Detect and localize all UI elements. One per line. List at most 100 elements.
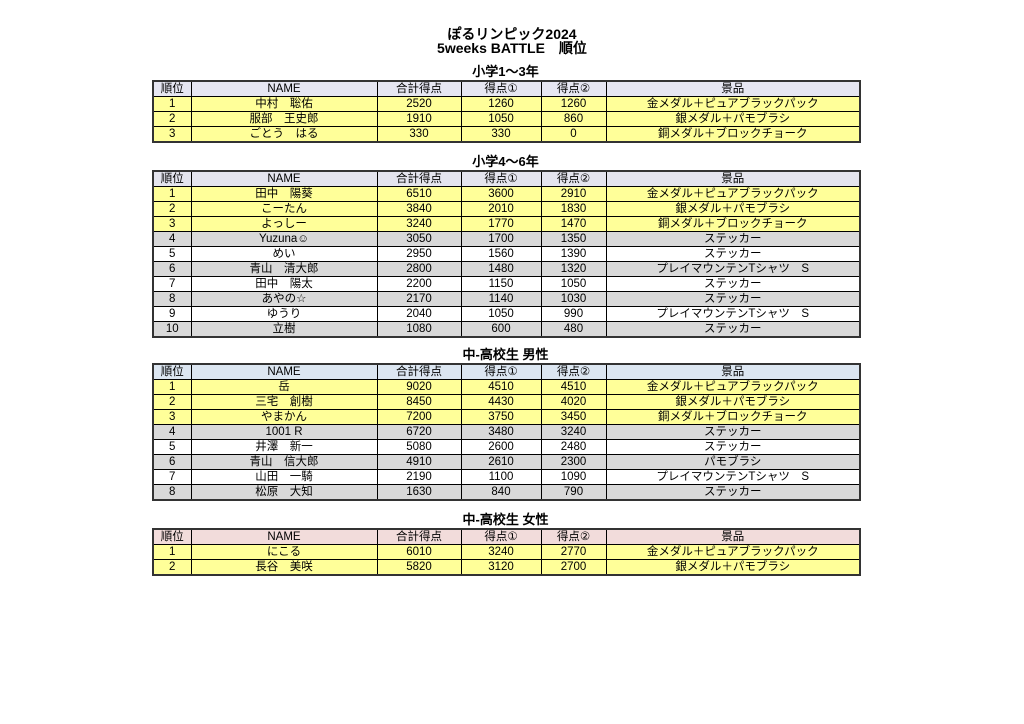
cell-score-2: 1470: [540, 216, 607, 232]
column-header-score-1: 得点①: [460, 363, 542, 380]
cell-rank: 6: [152, 261, 192, 277]
cell-prize: ステッカー: [605, 246, 861, 262]
cell-rank: 3: [152, 216, 192, 232]
cell-score-2: 2910: [540, 186, 607, 202]
column-header-rank: 順位: [152, 363, 192, 380]
cell-score-2: 860: [540, 111, 607, 127]
column-header-total-score: 合計得点: [376, 80, 462, 97]
cell-total-score: 4910: [376, 454, 462, 470]
cell-prize: ステッカー: [605, 276, 861, 292]
column-header-prize: 景品: [605, 80, 861, 97]
section-junior-high-female: 中-高校生 女性 順位 NAME 合計得点 得点① 得点② 景品 1 にこる 6010 3240 27…: [152, 512, 861, 576]
section-title: 小学1～3年: [472, 64, 539, 79]
cell-score-2: 1830: [540, 201, 607, 217]
cell-name: やまかん: [190, 409, 378, 425]
cell-total-score: 8450: [376, 394, 462, 410]
cell-score-1: 1100: [460, 469, 542, 485]
table-row: 8 あやの☆ 2170 1140 1030 ステッカー: [152, 291, 861, 307]
cell-rank: 2: [152, 201, 192, 217]
cell-score-2: 4510: [540, 379, 607, 395]
cell-score-1: 1770: [460, 216, 542, 232]
table-row: 8 松原 大知 1630 840 790 ステッカー: [152, 484, 861, 501]
table-header: 順位 NAME 合計得点 得点① 得点② 景品: [152, 170, 861, 187]
cell-rank: 2: [152, 394, 192, 410]
cell-name: 松原 大知: [190, 484, 378, 501]
cell-prize: 金メダル＋ピュアブラックパック: [605, 186, 861, 202]
cell-prize: 金メダル＋ピュアブラックパック: [605, 379, 861, 395]
cell-total-score: 6720: [376, 424, 462, 440]
cell-score-2: 2770: [540, 544, 607, 560]
cell-score-2: 4020: [540, 394, 607, 410]
cell-score-1: 1140: [460, 291, 542, 307]
section-grade-4-6: 小学4～6年 順位 NAME 合計得点 得点① 得点② 景品 1 田中 陽葵 6510 3600 29…: [152, 154, 861, 338]
cell-total-score: 5080: [376, 439, 462, 455]
cell-total-score: 1080: [376, 321, 462, 338]
cell-total-score: 9020: [376, 379, 462, 395]
cell-score-2: 790: [540, 484, 607, 501]
cell-name: ゆうり: [190, 306, 378, 322]
column-header-total-score: 合計得点: [376, 363, 462, 380]
table-row: 1 にこる 6010 3240 2770 金メダル＋ピュアブラックパック: [152, 544, 861, 560]
cell-name: にこる: [190, 544, 378, 560]
cell-score-2: 1260: [540, 96, 607, 112]
column-header-name: NAME: [190, 170, 378, 187]
cell-prize: プレイマウンテンTシャツ S: [605, 469, 861, 485]
table-row: 2 こーたん 3840 2010 1830 銀メダル＋パモブラシ: [152, 201, 861, 217]
cell-rank: 5: [152, 439, 192, 455]
cell-score-1: 600: [460, 321, 542, 338]
cell-score-2: 1050: [540, 276, 607, 292]
cell-total-score: 6010: [376, 544, 462, 560]
cell-prize: ステッカー: [605, 484, 861, 501]
table-row: 5 めい 2950 1560 1390 ステッカー: [152, 246, 861, 262]
cell-name: 青山 清大郎: [190, 261, 378, 277]
cell-total-score: 2040: [376, 306, 462, 322]
table-row: 6 青山 清大郎 2800 1480 1320 プレイマウンテンTシャツ S: [152, 261, 861, 277]
column-header-prize: 景品: [605, 528, 861, 545]
cell-score-2: 2480: [540, 439, 607, 455]
table-row: 6 青山 信大郎 4910 2610 2300 パモブラシ: [152, 454, 861, 470]
cell-prize: プレイマウンテンTシャツ S: [605, 306, 861, 322]
cell-name: 青山 信大郎: [190, 454, 378, 470]
table-row: 3 ごとう はる 330 330 0 銅メダル＋ブロックチョーク: [152, 126, 861, 143]
ranking-table: 順位 NAME 合計得点 得点① 得点② 景品 1 中村 聡佑 2520 1260 1260 金メダル…: [152, 80, 861, 143]
column-header-score-1: 得点①: [460, 528, 542, 545]
table-row: 3 やまかん 7200 3750 3450 銅メダル＋ブロックチョーク: [152, 409, 861, 425]
cell-rank: 7: [152, 469, 192, 485]
cell-score-1: 3240: [460, 544, 542, 560]
cell-rank: 10: [152, 321, 192, 338]
cell-score-1: 1260: [460, 96, 542, 112]
section-title: 中-高校生 男性: [462, 347, 549, 362]
ranking-table: 順位 NAME 合計得点 得点① 得点② 景品 1 にこる 6010 3240 2770 金メダル＋ピ…: [152, 528, 861, 576]
table-row: 4 Yuzuna☺ 3050 1700 1350 ステッカー: [152, 231, 861, 247]
cell-name: 井澤 新一: [190, 439, 378, 455]
cell-score-2: 1030: [540, 291, 607, 307]
cell-rank: 1: [152, 96, 192, 112]
cell-rank: 1: [152, 186, 192, 202]
cell-total-score: 7200: [376, 409, 462, 425]
cell-prize: プレイマウンテンTシャツ S: [605, 261, 861, 277]
cell-rank: 6: [152, 454, 192, 470]
cell-total-score: 330: [376, 126, 462, 143]
section-junior-high-male: 中-高校生 男性 順位 NAME 合計得点 得点① 得点② 景品 1 岳 9020 4510 4510…: [152, 347, 861, 501]
cell-score-2: 990: [540, 306, 607, 322]
cell-prize: ステッカー: [605, 231, 861, 247]
cell-score-1: 3120: [460, 559, 542, 576]
table-row: 7 田中 陽太 2200 1150 1050 ステッカー: [152, 276, 861, 292]
cell-rank: 2: [152, 111, 192, 127]
cell-prize: 銀メダル＋パモブラシ: [605, 201, 861, 217]
cell-prize: ステッカー: [605, 321, 861, 338]
cell-name: 岳: [190, 379, 378, 395]
cell-total-score: 6510: [376, 186, 462, 202]
cell-rank: 4: [152, 424, 192, 440]
cell-name: 長谷 美咲: [190, 559, 378, 576]
table-header: 順位 NAME 合計得点 得点① 得点② 景品: [152, 80, 861, 97]
cell-score-1: 4510: [460, 379, 542, 395]
cell-name: 服部 王史郎: [190, 111, 378, 127]
cell-total-score: 1630: [376, 484, 462, 501]
table-row: 1 中村 聡佑 2520 1260 1260 金メダル＋ピュアブラックパック: [152, 96, 861, 112]
cell-score-2: 3240: [540, 424, 607, 440]
cell-name: 田中 陽葵: [190, 186, 378, 202]
cell-total-score: 3840: [376, 201, 462, 217]
cell-score-2: 1390: [540, 246, 607, 262]
cell-score-1: 3480: [460, 424, 542, 440]
